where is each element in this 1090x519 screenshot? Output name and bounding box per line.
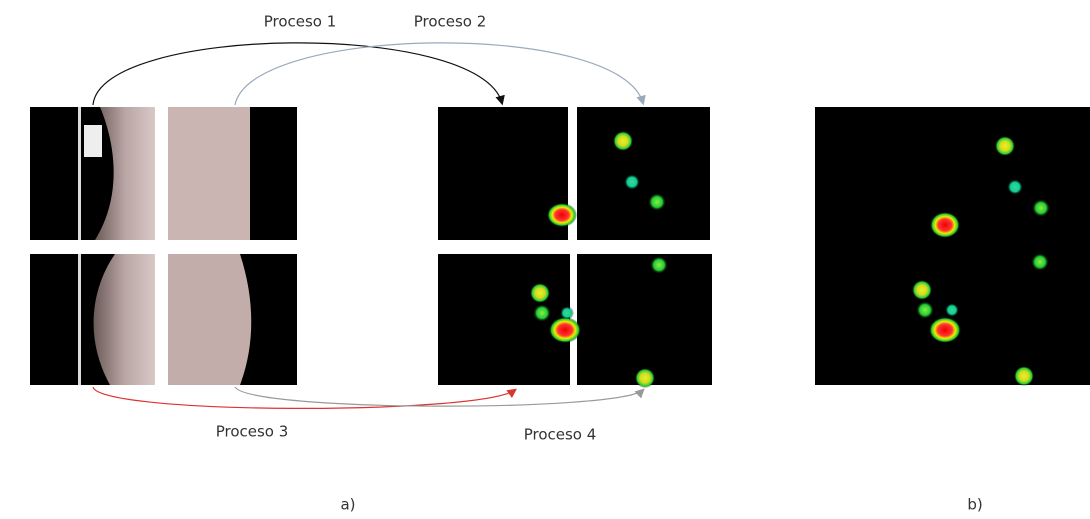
process-label: Proceso 3 xyxy=(216,423,289,441)
figure: Proceso 1 Proceso 2 Proceso 3 Proceso 4 … xyxy=(0,0,1090,519)
heatmap-tiles xyxy=(438,107,712,388)
panel-label: b) xyxy=(967,496,982,514)
process-label: Proceso 2 xyxy=(414,13,487,31)
arrow-proceso-3 xyxy=(93,387,515,408)
mammogram xyxy=(30,107,297,385)
combined-heatmap xyxy=(815,107,1090,386)
arrow-proceso-1 xyxy=(93,43,502,105)
panel-label: a) xyxy=(340,496,355,514)
process-label: Proceso 1 xyxy=(264,13,337,31)
arrow-proceso-2 xyxy=(235,43,643,105)
process-label: Proceso 4 xyxy=(524,426,597,444)
